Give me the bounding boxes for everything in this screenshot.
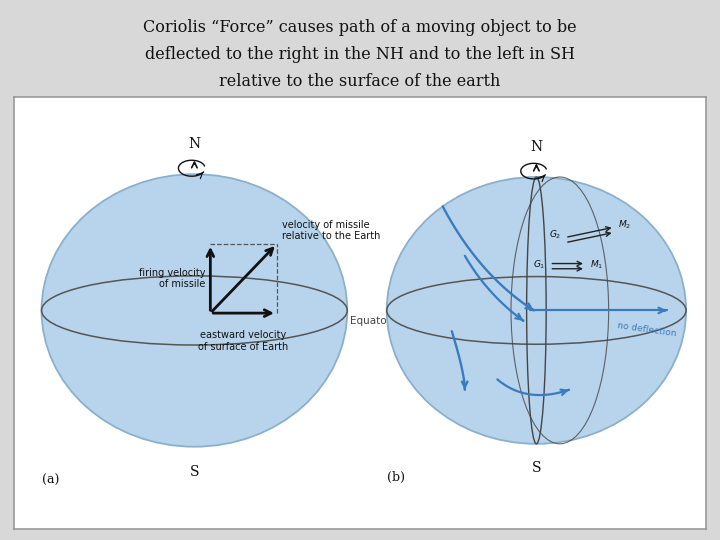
Text: $M_2$: $M_2$: [618, 218, 631, 231]
Ellipse shape: [387, 177, 686, 444]
Text: (a): (a): [42, 474, 59, 487]
Text: velocity of missile
relative to the Earth: velocity of missile relative to the Eart…: [282, 220, 380, 241]
Ellipse shape: [42, 174, 347, 447]
Text: N: N: [531, 140, 542, 154]
Text: S: S: [189, 464, 199, 478]
Text: no deflection: no deflection: [617, 321, 678, 338]
Text: S: S: [531, 461, 541, 475]
Text: (b): (b): [387, 470, 405, 483]
Text: N: N: [189, 137, 200, 151]
Text: Equator: Equator: [350, 316, 391, 326]
Text: relative to the surface of the earth: relative to the surface of the earth: [220, 73, 500, 90]
Text: $G_1$: $G_1$: [533, 259, 546, 271]
Text: eastward velocity
of surface of Earth: eastward velocity of surface of Earth: [199, 330, 289, 352]
Text: Coriolis “Force” causes path of a moving object to be: Coriolis “Force” causes path of a moving…: [143, 19, 577, 36]
Text: firing velocity
of missile: firing velocity of missile: [138, 268, 205, 289]
Text: $G_2$: $G_2$: [549, 228, 561, 241]
Text: deflected to the right in the NH and to the left in SH: deflected to the right in the NH and to …: [145, 46, 575, 63]
Text: $M_1$: $M_1$: [590, 259, 603, 271]
